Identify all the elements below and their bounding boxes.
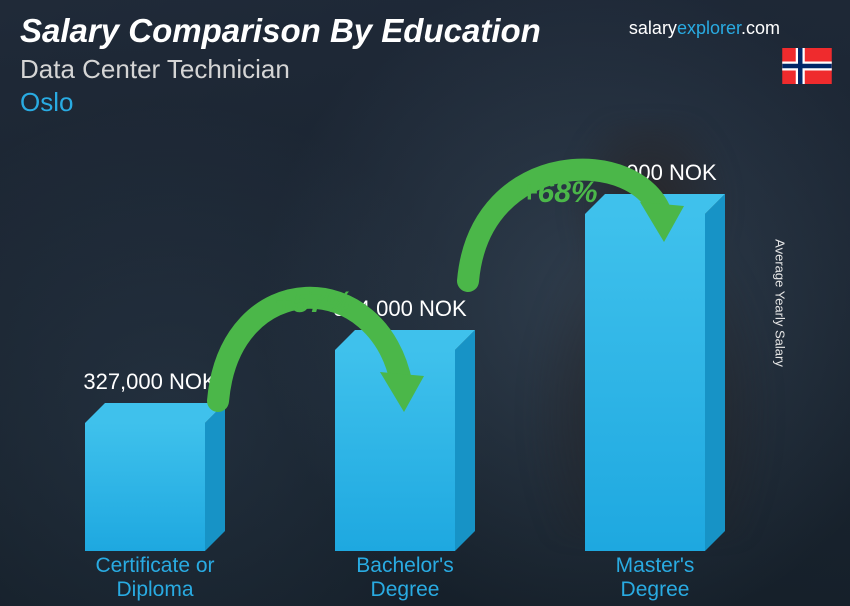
bar-group: 514,000 NOK [330,350,480,551]
bar-group: 862,000 NOK [580,214,730,551]
location: Oslo [20,87,830,118]
bar-label: Master'sDegree [555,554,755,602]
bar-side [205,403,225,551]
bar-chart: 327,000 NOKCertificate orDiploma514,000 … [60,136,780,606]
increase-percent: +57% [275,286,353,320]
bar-front [585,214,705,551]
bar-label: Bachelor'sDegree [305,554,505,602]
job-title: Data Center Technician [20,54,830,85]
bar-value: 327,000 NOK [50,369,250,395]
flag-cross-h-inner [782,64,832,69]
site-brand: salaryexplorer.com [629,18,780,39]
bar-label: Certificate orDiploma [55,554,255,602]
bar-group: 327,000 NOK [80,423,230,551]
increase-percent: +68% [520,176,598,210]
bar-side [455,330,475,551]
flag-icon [782,48,832,84]
site-tld: .com [741,18,780,38]
bar-front [85,423,205,551]
bar-top [85,403,225,423]
bar-front [335,350,455,551]
bar-3d [585,214,725,551]
site-suffix: explorer [677,18,741,38]
bar-3d [335,350,475,551]
site-prefix: salary [629,18,677,38]
bar-top [585,194,725,214]
bar-3d [85,423,225,551]
bar-side [705,194,725,551]
bar-top [335,330,475,350]
